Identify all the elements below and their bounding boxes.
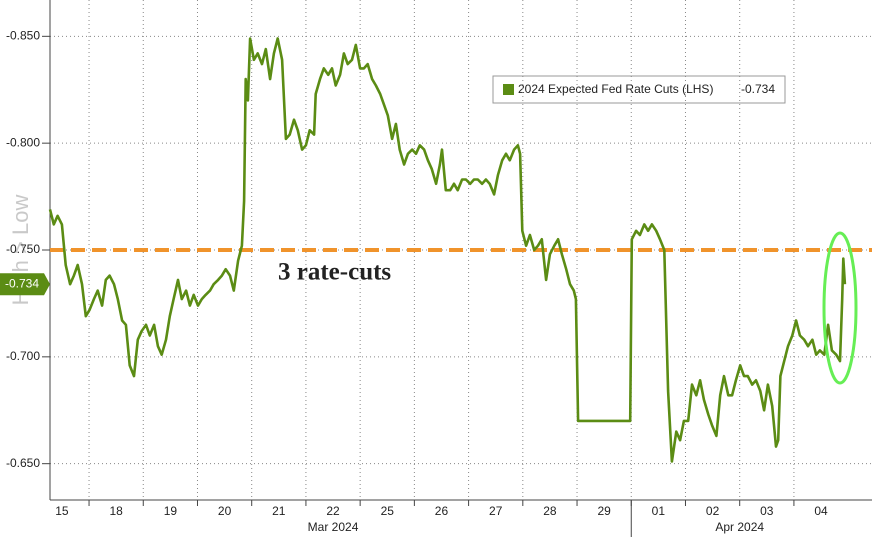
x-group-label: Apr 2024 — [715, 520, 764, 534]
last-value-tag — [0, 273, 50, 296]
y-tick-label: -0.750 — [6, 242, 40, 256]
x-tick-label: 22 — [326, 504, 340, 518]
x-tick-label: 26 — [435, 504, 449, 518]
last-value-label: -0.734 — [5, 276, 39, 290]
series-line — [48, 37, 847, 463]
x-tick-label: 18 — [109, 504, 123, 518]
x-tick-label: 15 — [55, 504, 69, 518]
x-tick-label: 01 — [652, 504, 666, 518]
x-tick-label: 25 — [381, 504, 395, 518]
y-tick-label: -0.800 — [6, 135, 40, 149]
x-tick-label: 02 — [706, 504, 720, 518]
x-tick-label: 29 — [597, 504, 611, 518]
x-tick-label: 27 — [489, 504, 503, 518]
x-tick-label: 03 — [760, 504, 774, 518]
x-tick-label: 19 — [164, 504, 178, 518]
x-tick-label: 04 — [814, 504, 828, 518]
legend-label: 2024 Expected Fed Rate Cuts (LHS) — [518, 82, 713, 96]
y-tick-label: -0.650 — [6, 456, 40, 470]
reference-label: 3 rate-cuts — [278, 259, 391, 286]
legend: 2024 Expected Fed Rate Cuts (LHS) -0.734 — [492, 75, 786, 104]
x-tick-label: 20 — [218, 504, 232, 518]
x-tick-label: 21 — [272, 504, 286, 518]
x-group-label: Mar 2024 — [308, 520, 359, 534]
legend-swatch — [503, 84, 514, 95]
legend-value: -0.734 — [741, 82, 775, 96]
highlight-ellipse — [822, 231, 858, 385]
legend-box — [492, 75, 786, 104]
y-tick-label: -0.850 — [6, 28, 40, 42]
x-tick-label: 28 — [543, 504, 557, 518]
y-tick-label: -0.700 — [6, 349, 40, 363]
